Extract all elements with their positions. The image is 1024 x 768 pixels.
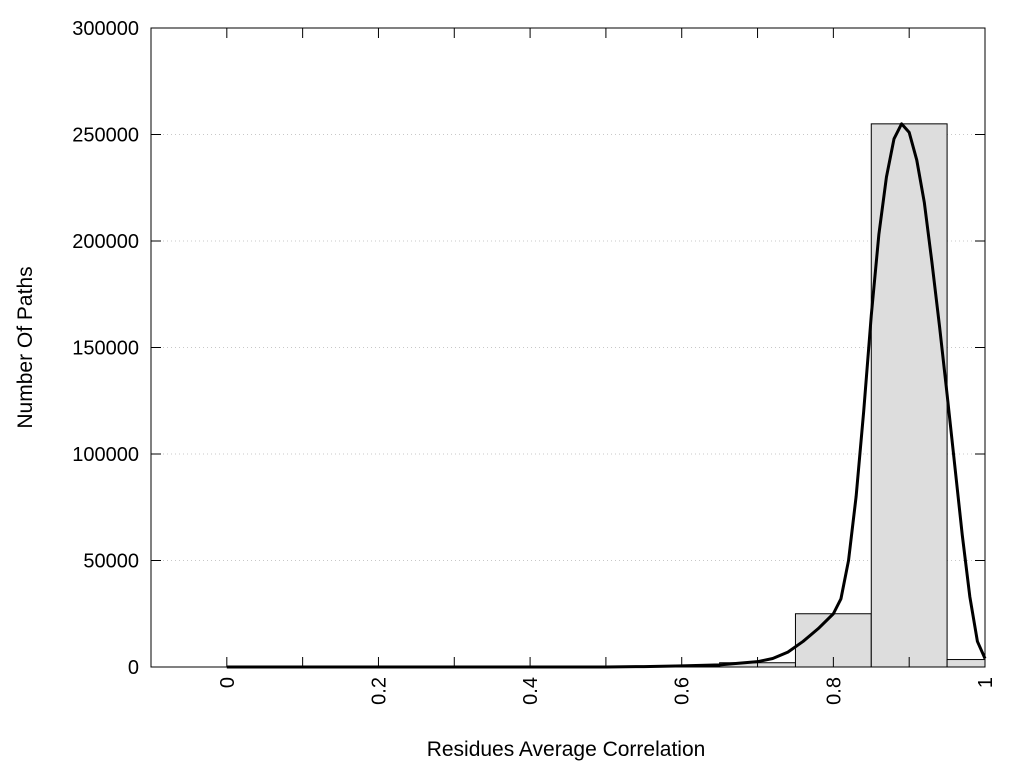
histogram-bar bbox=[946, 659, 986, 668]
x-axis-label: Residues Average Correlation bbox=[427, 738, 706, 761]
y-tick-label: 150000 bbox=[72, 338, 139, 360]
x-tick-label: 0.2 bbox=[368, 677, 390, 705]
y-axis-ticks: 0 50000 100000 150000 200000 250000 300000 bbox=[72, 18, 985, 679]
y-tick-label: 200000 bbox=[72, 231, 139, 253]
y-tick-label: 250000 bbox=[72, 125, 139, 147]
y-tick-label: 300000 bbox=[72, 18, 139, 40]
y-axis-label: Number Of Paths bbox=[14, 266, 37, 428]
grid-lines bbox=[151, 134, 985, 561]
y-tick-label: 100000 bbox=[72, 444, 139, 466]
x-tick-label: 0.8 bbox=[823, 677, 845, 705]
y-tick-label: 0 bbox=[128, 657, 139, 679]
x-tick-label: 1 bbox=[975, 677, 997, 688]
histogram-bar bbox=[870, 123, 948, 668]
x-axis-ticks: 0 0.2 0.4 0.6 0.8 1 bbox=[217, 28, 997, 705]
histogram-bars bbox=[567, 123, 986, 668]
y-tick-label: 50000 bbox=[83, 551, 139, 573]
x-tick-label: 0.6 bbox=[672, 677, 694, 705]
x-tick-label: 0.4 bbox=[520, 677, 542, 705]
x-tick-label: 0 bbox=[217, 677, 239, 688]
